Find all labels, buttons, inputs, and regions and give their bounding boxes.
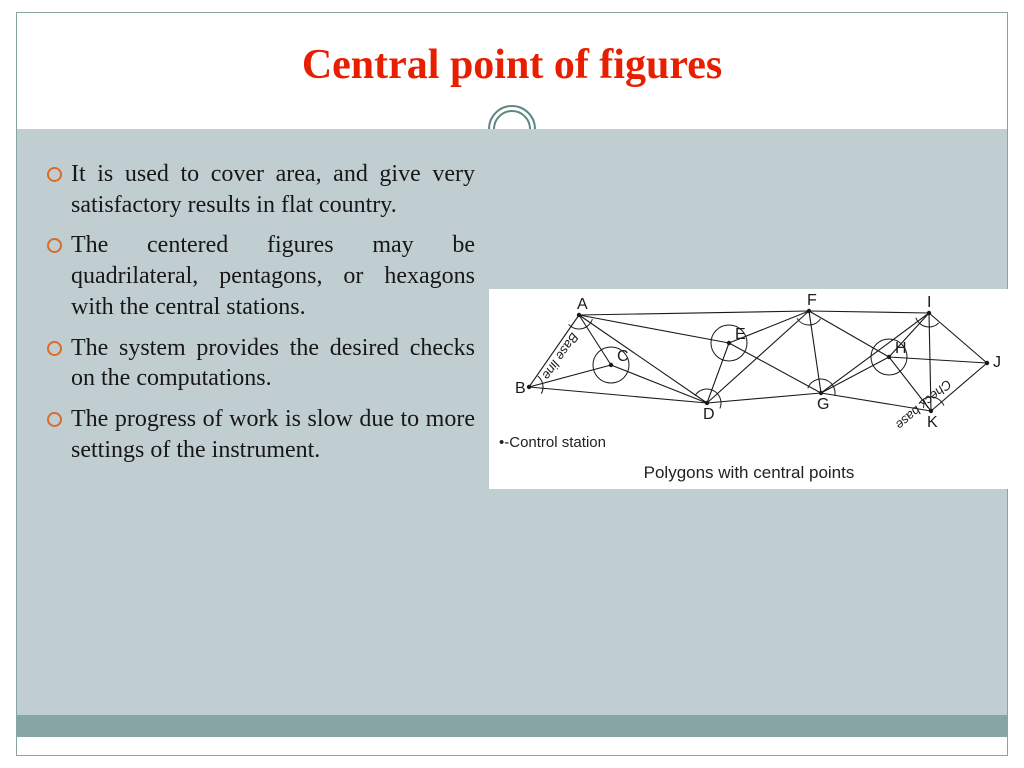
- svg-text:E: E: [735, 326, 746, 343]
- svg-text:D: D: [703, 406, 715, 423]
- svg-text:I: I: [927, 294, 931, 311]
- list-item: It is used to cover area, and give very …: [45, 159, 475, 220]
- list-item: The system provides the desired checks o…: [45, 333, 475, 394]
- svg-text:H: H: [895, 340, 907, 357]
- footer-bar: [17, 715, 1007, 737]
- control-station-label: •-Control station: [499, 434, 606, 451]
- slide-header: Central point of figures: [17, 13, 1007, 129]
- svg-text:A: A: [577, 296, 588, 313]
- checkbase-label: Check base: [893, 377, 955, 433]
- diagram-svg: ABCDEFGHIJK Base line Check base: [489, 289, 1009, 489]
- bullet-list: It is used to cover area, and give very …: [45, 159, 475, 465]
- polygon-diagram: ABCDEFGHIJK Base line Check base •-Contr…: [489, 289, 1009, 489]
- svg-text:G: G: [817, 396, 829, 413]
- list-item: The centered figures may be quadrilatera…: [45, 230, 475, 322]
- diagram-caption: Polygons with central points: [489, 463, 1009, 483]
- slide-body: It is used to cover area, and give very …: [17, 129, 1007, 737]
- svg-text:J: J: [993, 354, 1001, 371]
- list-item: The progress of work is slow due to more…: [45, 404, 475, 465]
- svg-text:F: F: [807, 292, 817, 309]
- slide-frame: Central point of figures It is used to c…: [16, 12, 1008, 756]
- svg-text:B: B: [515, 380, 526, 397]
- slide-title: Central point of figures: [17, 41, 1007, 89]
- svg-text:K: K: [927, 414, 938, 431]
- svg-text:C: C: [617, 348, 629, 365]
